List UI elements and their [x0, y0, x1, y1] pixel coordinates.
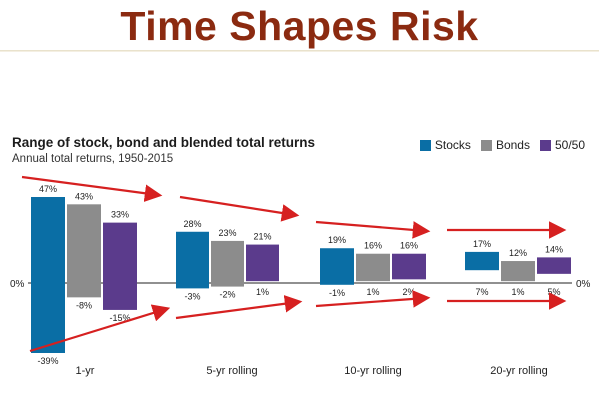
zero-label-left: 0%	[10, 279, 25, 290]
bar-bonds-3	[356, 253, 390, 282]
label-high-bonds-2: 23%	[218, 228, 236, 238]
label-high-bonds-3: 16%	[364, 241, 382, 251]
label-high-bonds-4: 12%	[509, 248, 527, 258]
trend-arrow-top-2	[179, 195, 300, 222]
label-low-bonds-4: 1%	[511, 287, 524, 297]
title-divider	[0, 50, 599, 51]
label-low-blend-2: 1%	[256, 287, 269, 297]
label-high-blend-1: 33%	[111, 210, 129, 220]
label-low-bonds-1: -8%	[76, 300, 92, 310]
label-high-stocks-1: 47%	[39, 184, 57, 194]
category-label-1: 1-yr	[76, 365, 95, 377]
label-high-stocks-2: 28%	[183, 219, 201, 229]
label-high-stocks-4: 17%	[473, 239, 491, 249]
label-low-stocks-3: -1%	[329, 288, 345, 298]
label-low-stocks-4: 7%	[475, 287, 488, 297]
bar-blend-3	[392, 253, 426, 280]
trend-arrow-top-3	[315, 220, 431, 239]
label-low-bonds-3: 1%	[366, 287, 379, 297]
label-low-stocks-1: -39%	[37, 356, 58, 366]
slide-title: Time Shapes Risk	[120, 3, 479, 49]
trend-arrow-top-1	[21, 175, 163, 202]
label-low-bonds-2: -2%	[219, 290, 235, 300]
category-label-2: 5-yr rolling	[206, 365, 257, 377]
category-label-3: 10-yr rolling	[344, 365, 401, 377]
legend-item-bonds: Bonds	[480, 138, 530, 152]
legend-swatch-bonds	[480, 139, 492, 151]
chart-title: Range of stock, bond and blended total r…	[12, 135, 316, 150]
trend-arrow-bottom-2	[175, 294, 303, 320]
legend-item-blend: 50/50	[539, 138, 585, 152]
bar-blend-1	[103, 222, 137, 310]
bar-stocks-3	[320, 248, 354, 285]
label-low-blend-3: 2%	[402, 287, 415, 297]
chart-subtitle: Annual total returns, 1950-2015	[12, 153, 174, 165]
legend-item-stocks: Stocks	[419, 138, 471, 152]
legend-label-blend: 50/50	[554, 138, 585, 152]
label-high-blend-3: 16%	[400, 241, 418, 251]
bar-blend-2	[246, 244, 279, 282]
label-high-blend-2: 21%	[253, 232, 271, 242]
legend-swatch-stocks	[419, 139, 431, 151]
legend-swatch-blend	[539, 139, 551, 151]
trend-arrow-bottom-1	[29, 304, 171, 353]
bar-stocks-1	[31, 197, 65, 353]
label-low-stocks-2: -3%	[184, 291, 200, 301]
bar-stocks-2	[176, 231, 209, 289]
label-high-bonds-1: 43%	[75, 191, 93, 201]
category-label-4: 20-yr rolling	[490, 365, 547, 377]
label-high-blend-4: 14%	[545, 244, 563, 254]
chart-legend: Stocks Bonds 50/50	[419, 138, 585, 152]
zero-label-right: 0%	[576, 279, 591, 290]
label-high-stocks-3: 19%	[328, 235, 346, 245]
bar-bonds-4	[501, 261, 535, 282]
legend-label-bonds: Bonds	[495, 138, 530, 152]
bar-bonds-2	[211, 240, 244, 287]
bar-stocks-4	[465, 251, 499, 271]
trend-arrow-bottom-3	[315, 290, 431, 308]
label-low-blend-1: -15%	[109, 313, 130, 323]
bar-bonds-1	[67, 204, 101, 298]
legend-label-stocks: Stocks	[434, 138, 471, 152]
bar-blend-4	[537, 257, 571, 274]
label-low-blend-4: 5%	[547, 287, 560, 297]
